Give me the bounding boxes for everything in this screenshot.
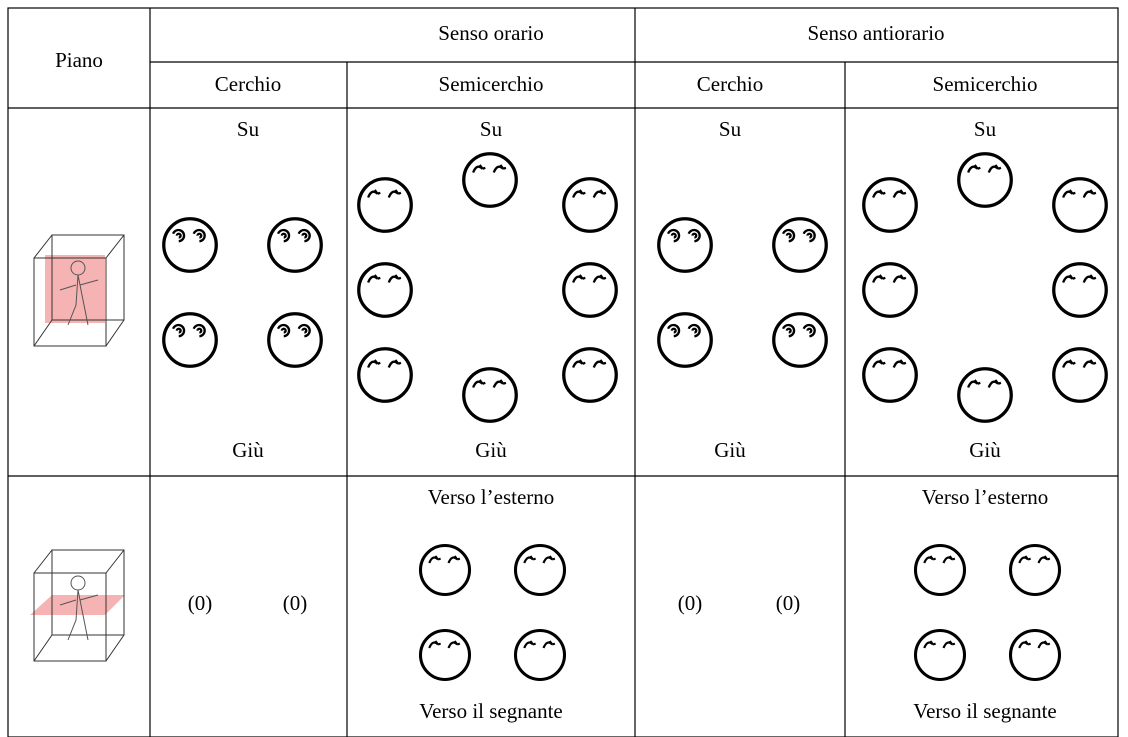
cell-left: (0) (678, 591, 703, 615)
cell-bottom: Verso il segnante (913, 699, 1056, 723)
table-text: Piano Senso orario Senso antiorario Cerc… (55, 21, 1057, 723)
cell-bottom: Giù (714, 438, 746, 462)
cell-bottom: Giù (475, 438, 507, 462)
cell-top: Su (974, 117, 997, 141)
cell-right: (0) (283, 591, 308, 615)
cell-bottom: Giù (969, 438, 1001, 462)
cell-left: (0) (188, 591, 213, 615)
plane-icons (30, 234, 125, 662)
header-cell: Cerchio (215, 72, 281, 96)
header-cell: Senso antiorario (807, 21, 944, 45)
header-cell: Piano (55, 48, 103, 72)
cell-top: Su (719, 117, 742, 141)
cell-bottom: Giù (232, 438, 264, 462)
cell-right: (0) (776, 591, 801, 615)
header-cell: Senso orario (438, 21, 544, 45)
cell-top: Verso l’esterno (922, 485, 1049, 509)
cell-top: Verso l’esterno (428, 485, 555, 509)
header-cell: Semicerchio (439, 72, 544, 96)
header-cell: Semicerchio (933, 72, 1038, 96)
cell-bottom: Verso il segnante (419, 699, 562, 723)
table-grid (7, 7, 1119, 737)
cell-top: Su (237, 117, 260, 141)
header-cell: Cerchio (697, 72, 763, 96)
cell-top: Su (480, 117, 503, 141)
